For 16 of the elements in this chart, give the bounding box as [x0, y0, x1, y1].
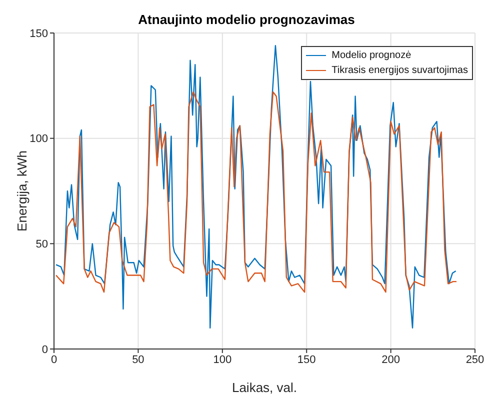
x-tick-label: 100 — [213, 354, 232, 366]
x-tick-label: 50 — [132, 354, 144, 366]
y-tick-label: 100 — [30, 133, 48, 146]
y-tick-label: 0 — [42, 344, 48, 356]
legend-label: Modelio prognozė — [332, 49, 412, 63]
x-tick-label: 250 — [466, 354, 484, 366]
x-tick-label: 0 — [50, 354, 58, 366]
x-tick-label: 200 — [382, 354, 400, 366]
y-tick-label: 150 — [30, 28, 48, 40]
line-series — [55, 91, 458, 293]
x-tick-label: 150 — [297, 354, 316, 366]
y-tick-label: 50 — [36, 238, 48, 251]
legend-label: Tikrasis energijos suvartojimas — [332, 64, 468, 78]
x-axis-title: Laikas, val. — [232, 380, 298, 396]
chart-title: Atnaujinto modelio prognozavimas — [137, 12, 356, 27]
y-axis-title: Energija, kWh — [14, 150, 30, 232]
